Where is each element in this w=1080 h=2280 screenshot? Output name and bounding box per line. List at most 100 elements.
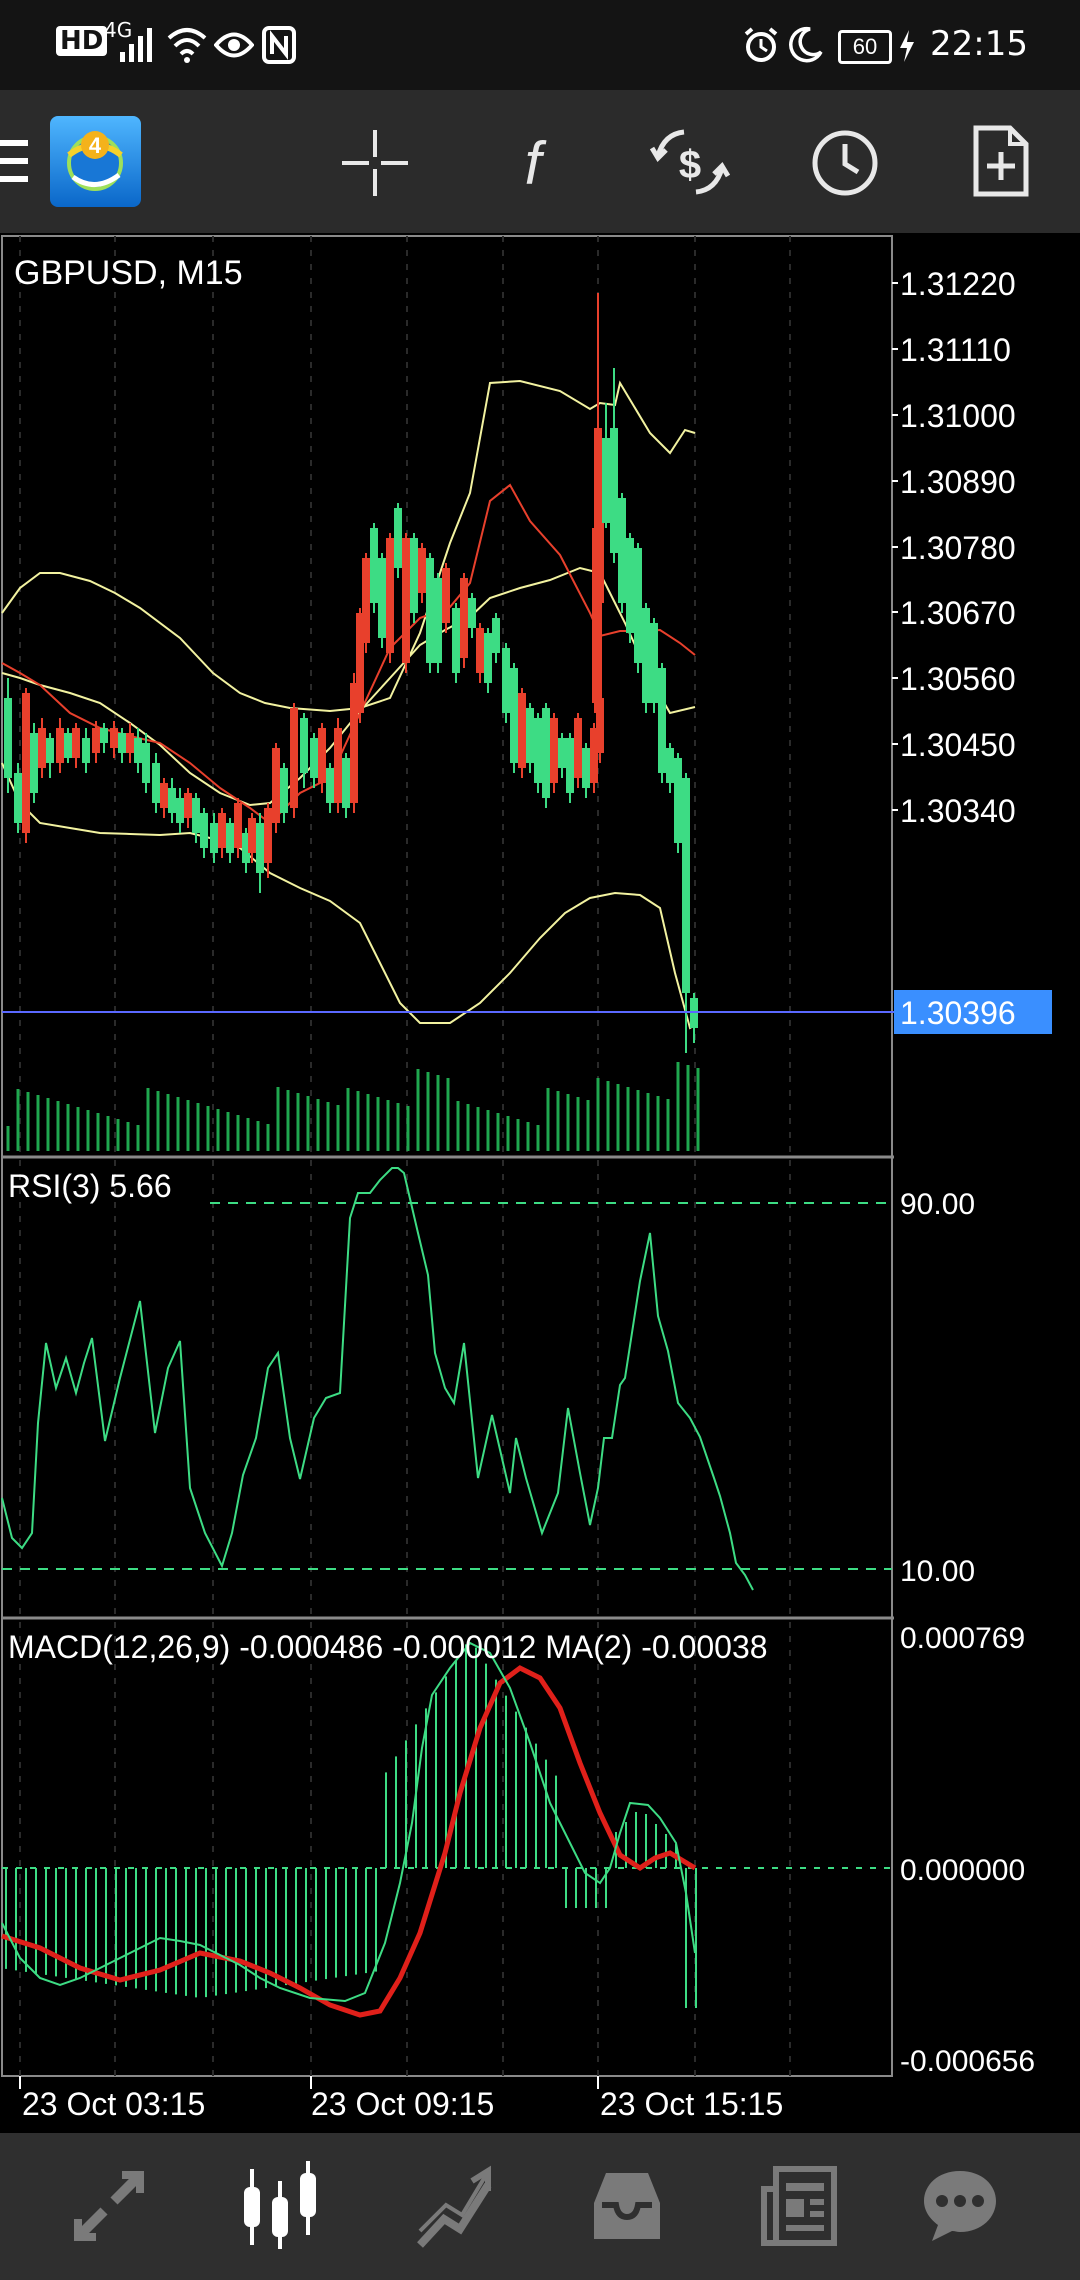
candle-body: [100, 728, 108, 743]
candle-body: [4, 698, 12, 778]
candle-body: [300, 718, 308, 773]
candle-body: [410, 538, 418, 613]
macd-tick-bottom: -0.000656: [900, 2045, 1035, 2078]
time-label-3: 23 Oct 15:15: [600, 2086, 783, 2122]
candle-body: [118, 733, 126, 753]
chart-icon[interactable]: [240, 2157, 320, 2253]
candle-body: [226, 823, 234, 853]
quotes-icon[interactable]: [70, 2169, 148, 2245]
toolbar: 4 f $: [0, 90, 1080, 233]
candle-body: [468, 598, 476, 628]
news-icon[interactable]: [760, 2165, 838, 2247]
candle-body: [526, 708, 534, 763]
candle-body: [626, 538, 634, 633]
candle-body: [596, 698, 604, 753]
candle-body: [326, 768, 334, 803]
band-upper-line: [1, 379, 696, 713]
candle-body: [452, 608, 460, 673]
eye-icon: [214, 32, 254, 58]
status-bar: HD 4G 60 22:15: [0, 0, 1080, 90]
candle-body: [56, 728, 64, 763]
band-lower-line: [1, 762, 696, 1030]
svg-text:$: $: [679, 143, 701, 187]
rsi-tick-90: 90.00: [900, 1188, 975, 1221]
candle-body: [386, 538, 394, 653]
candle-body: [176, 798, 184, 823]
battery-level: 60: [852, 34, 878, 59]
rsi-line: [1, 1167, 754, 1591]
candle-body: [476, 628, 484, 673]
candle-body: [362, 558, 370, 643]
candle-body: [22, 693, 30, 833]
price-tick-label: 1.31110: [900, 332, 1011, 368]
candle-body: [418, 548, 426, 593]
price-tick-label: 1.30340: [900, 793, 1016, 829]
app-logo[interactable]: 4: [49, 115, 142, 208]
trade-nav-icon[interactable]: [416, 2165, 492, 2249]
moon-icon: [789, 26, 823, 63]
candle-body: [280, 768, 288, 813]
bollinger-bands: [1, 379, 696, 1030]
candle-body: [248, 818, 256, 853]
indicators-icon[interactable]: f: [508, 128, 558, 198]
candle-body: [634, 548, 642, 663]
price-tick-label: 1.30780: [900, 530, 1016, 566]
candle-body: [558, 738, 566, 768]
crosshair-icon[interactable]: [340, 128, 410, 198]
price-tick-label: 1.30890: [900, 464, 1016, 500]
candle-body: [168, 788, 176, 813]
candle-body: [590, 728, 598, 783]
price-tick-label: 1.31220: [900, 266, 1016, 302]
candlesticks: [4, 293, 698, 1053]
time-label-2: 23 Oct 09:15: [311, 2086, 494, 2122]
volume-bars: [6, 1062, 700, 1151]
candle-body: [210, 823, 218, 853]
price-axis: 1.31220 1.31110 1.31000 1.30890 1.30780 1.306…: [892, 266, 1016, 829]
price-tick-label: 1.30560: [900, 661, 1016, 697]
candle-body: [242, 833, 250, 863]
candle-body: [72, 728, 80, 758]
candle-body: [602, 438, 610, 523]
candle-body: [234, 803, 242, 848]
wifi-icon: [167, 28, 207, 63]
price-tick-label: 1.31000: [900, 398, 1016, 434]
candle-body: [356, 613, 364, 713]
symbol-label: GBPUSD, M15: [14, 254, 243, 292]
candle-body: [394, 508, 402, 568]
clock-icon[interactable]: [810, 128, 880, 198]
history-icon[interactable]: [588, 2167, 666, 2245]
price-tick-label: 1.30450: [900, 727, 1016, 763]
candle-body: [534, 718, 542, 783]
candle-body: [64, 733, 72, 758]
candle-body: [110, 728, 118, 748]
candle-body: [200, 813, 208, 848]
menu-icon[interactable]: [0, 138, 30, 184]
chart-canvas[interactable]: 1.30396 GBPUSD, M15 1.31220 1.31110 1.3100…: [0, 233, 1080, 2133]
candle-body: [518, 693, 526, 768]
bottom-nav: [0, 2133, 1080, 2280]
chart-area[interactable]: 1.30396 GBPUSD, M15 1.31220 1.31110 1.3100…: [0, 233, 1080, 2133]
candle-body: [160, 783, 168, 808]
trade-icon[interactable]: $: [650, 124, 730, 200]
current-price-text: 1.30396: [900, 995, 1016, 1031]
rsi-tick-10: 10.00: [900, 1555, 975, 1588]
candle-body: [402, 538, 410, 663]
candle-body: [30, 733, 38, 793]
candle-body: [334, 728, 342, 803]
candle-body: [192, 798, 200, 833]
macd-tick-zero: 0.000000: [900, 1854, 1025, 1887]
candle-body: [152, 763, 160, 803]
candle-body: [350, 683, 358, 803]
candle-body: [126, 733, 134, 753]
hd-icon: HD: [56, 26, 108, 56]
candle-body: [542, 708, 550, 798]
candle-body: [370, 528, 378, 603]
candle-body: [184, 793, 192, 818]
chat-icon[interactable]: [920, 2167, 1000, 2245]
candle-body: [142, 743, 150, 783]
candle-body: [92, 728, 100, 753]
network-type-icon: 4G: [104, 18, 133, 42]
candle-body: [682, 778, 690, 993]
new-order-icon[interactable]: [972, 124, 1030, 198]
candle-body: [426, 558, 434, 663]
